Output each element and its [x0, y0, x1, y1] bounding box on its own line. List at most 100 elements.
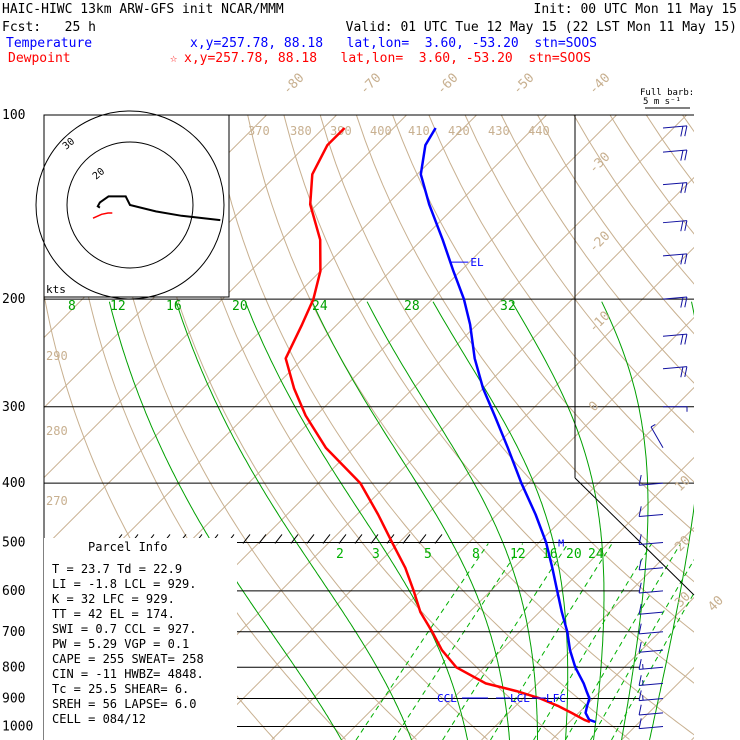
- pressure-label-900: 900: [2, 692, 25, 707]
- parcel-info-row: K = 32 LFC = 929.: [52, 592, 175, 606]
- moist-adiabat-line: [511, 301, 605, 740]
- forecast-hour: Fcst: 25 h: [2, 20, 96, 35]
- wind-barb-flag: [680, 126, 684, 137]
- wind-barb-700: [638, 623, 664, 635]
- wind-barb-flag: [684, 296, 688, 308]
- isotherm-label: -40: [586, 71, 613, 98]
- theta-label: 440: [528, 124, 550, 138]
- parcel-info-frame: [44, 538, 237, 740]
- mixing-ratio-line: [590, 558, 694, 740]
- freezing-level-hatch: [322, 534, 331, 544]
- isotherm-line: [44, 115, 477, 549]
- wind-barb-flag: [638, 603, 642, 615]
- isotherm-label: -60: [434, 71, 461, 98]
- m-marker-label: M: [558, 538, 564, 549]
- isotherm-line: [341, 386, 694, 740]
- mixing-ratio-line: [564, 543, 682, 740]
- wind-barb-staff: [662, 182, 687, 186]
- wind-barb-350: [650, 423, 664, 448]
- freezing-level-hatch: [402, 534, 411, 544]
- wind-barb-flag: [638, 675, 642, 686]
- wind-barb-400: [638, 474, 664, 486]
- wind-barb-staff: [639, 649, 664, 653]
- freezing-level-hatch: [370, 534, 379, 544]
- freezing-level-hatch: [338, 534, 347, 544]
- isotherm-line: [481, 526, 694, 740]
- mixing-ratio-label: 28: [404, 299, 420, 314]
- valid-time: Valid: 01 UTC Tue 12 May 15 (22 LST Mon …: [346, 20, 737, 35]
- wind-barb-flag: [638, 506, 642, 517]
- mixing-ratio-line: [533, 543, 653, 740]
- dry-adiabat-line: [682, 115, 694, 133]
- wind-barb-105: [662, 125, 688, 137]
- isotherm-line: [551, 596, 694, 740]
- wind-barb-flag: [684, 220, 688, 231]
- wind-barb-450: [638, 506, 664, 518]
- wind-barb-130: [662, 182, 688, 194]
- dewpoint-profile-line: [284, 127, 591, 724]
- hodograph-lowlevel-trace: [92, 212, 113, 219]
- dry-adiabat-line: [537, 115, 694, 335]
- dry-adiabat-line: [283, 115, 694, 684]
- mixing-ratio-line: [490, 543, 613, 740]
- pressure-label-500: 500: [2, 535, 25, 550]
- mixing-ratio-label: 32: [500, 299, 516, 314]
- mixing-ratio-label: 8: [472, 547, 480, 562]
- pressure-label-400: 400: [2, 476, 25, 491]
- pressure-label-600: 600: [2, 584, 25, 599]
- wind-barb-flag: [684, 182, 688, 193]
- sounding-profiles: [284, 127, 596, 724]
- mixing-ratio-label: 16: [166, 299, 182, 314]
- wind-barb-230: [662, 333, 688, 345]
- wind-barb-staff: [639, 631, 664, 635]
- lfc-marker-label: LFC: [546, 692, 566, 705]
- el-marker-label: EL: [470, 256, 484, 269]
- dewpoint-location-info: x,y=257.78, 88.18 lat,lon= 3.60, -53.20 …: [184, 51, 591, 66]
- dry-adiabat-line: [174, 115, 559, 740]
- hodograph-trace: [96, 195, 221, 222]
- pressure-label-300: 300: [2, 400, 25, 415]
- moist-adiabat-line: [649, 301, 694, 740]
- mixing-ratio-label: 8: [68, 299, 76, 314]
- wind-barb-1000: [638, 718, 664, 730]
- wind-barb-staff: [662, 366, 687, 370]
- wind-barb-950: [638, 704, 664, 716]
- theta-label: 370: [248, 124, 270, 138]
- wind-barb-flag: [680, 150, 684, 161]
- wind-barb-flag: [684, 149, 688, 161]
- parcel-info-title: Parcel Info: [88, 540, 167, 554]
- wind-barb-170: [662, 253, 688, 265]
- wind-barbs: [638, 125, 688, 730]
- wind-barb-650: [638, 603, 664, 615]
- theta-label: 380: [290, 124, 312, 138]
- isotherm-line: [44, 115, 337, 409]
- dry-adiabat-line: [609, 115, 694, 235]
- wind-barb-260: [662, 366, 688, 378]
- wind-barb-850: [638, 675, 664, 686]
- moist-adiabat-line: [366, 301, 538, 740]
- wind-barb-half-flag: [650, 423, 656, 428]
- wind-barb-flag: [638, 690, 642, 701]
- init-time: Init: 00 UTC Mon 11 May 15: [534, 2, 738, 17]
- wind-barb-flag: [680, 220, 684, 232]
- pressure-label-800: 800: [2, 660, 25, 675]
- mixing-ratio-line: [442, 543, 569, 740]
- wind-barb-flag: [684, 125, 688, 137]
- wind-barb-staff: [650, 426, 664, 448]
- mixing-ratio-label: 12: [510, 547, 526, 562]
- parcel-info-row: PW = 5.29 VGP = 0.1: [52, 637, 189, 651]
- barb-legend-units: 5 m s⁻¹: [643, 97, 681, 107]
- pressure-label-200: 200: [2, 292, 25, 307]
- moist-adiabat-line: [175, 301, 412, 740]
- mixing-ratio-label: 3: [372, 547, 380, 562]
- dry-adiabat-line: [355, 115, 694, 583]
- wind-barb-flag: [638, 641, 642, 653]
- mixing-ratio-label: 24: [588, 547, 604, 562]
- isotherm-label: 40: [705, 593, 727, 615]
- plot-right-diagonal: [574, 477, 695, 596]
- isotherm-line: [44, 115, 547, 619]
- wind-barb-flag: [638, 704, 642, 716]
- wind-barb-flag: [638, 474, 642, 486]
- isotherm-line: [621, 666, 694, 740]
